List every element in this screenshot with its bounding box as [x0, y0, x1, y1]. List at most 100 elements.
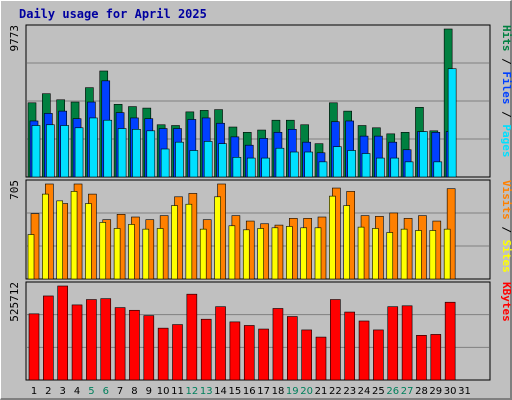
sites-bar: [27, 234, 35, 280]
kbytes-bar: [100, 298, 112, 381]
legend-visits: Visits: [500, 180, 512, 220]
kbytes-bar: [215, 306, 226, 381]
sites-bar: [400, 228, 408, 280]
kbytes-bar: [301, 329, 312, 381]
legend-separator: /: [500, 105, 512, 125]
x-tick-label: 1: [31, 386, 37, 397]
legend-separator: /: [500, 52, 512, 72]
legend-pages: Pages: [500, 124, 512, 157]
pages-bar: [246, 157, 256, 178]
pages-bar: [304, 151, 313, 178]
kbytes-bar: [200, 318, 212, 381]
pages-bar: [46, 124, 55, 178]
legend-hits: Hits: [500, 25, 512, 52]
kbytes-y-max-label: 525712: [8, 282, 21, 322]
pages-bar: [203, 141, 213, 178]
kbytes-bar: [315, 336, 327, 381]
sites-bar: [214, 196, 221, 280]
sites-bar: [142, 228, 150, 280]
x-tick-label: 3: [60, 386, 66, 397]
sites-bar: [128, 224, 135, 280]
kbytes-bar: [358, 320, 370, 381]
sites-bar: [357, 226, 365, 280]
x-tick-label: 5: [88, 386, 94, 397]
x-tick-label: 12: [185, 386, 198, 397]
sites-bar: [56, 200, 64, 280]
pages-bar: [361, 153, 371, 178]
x-tick-label: 22: [329, 386, 342, 397]
sites-bar: [113, 228, 121, 280]
kbytes-bar: [401, 305, 413, 381]
x-tick-label: 21: [315, 386, 328, 397]
legend: Hits / Files / Pages: [500, 25, 512, 158]
x-tick-label: 19: [286, 386, 299, 397]
x-tick-label: 25: [372, 386, 385, 397]
hits-y-max-label: 9773: [8, 25, 21, 52]
x-tick-label: 4: [74, 386, 80, 397]
pages-bar: [289, 151, 299, 178]
sites-bar: [199, 228, 207, 280]
pages-bar: [103, 119, 113, 178]
kbytes-bar: [157, 327, 169, 381]
sites-bar: [386, 232, 394, 280]
pages-bar: [404, 161, 414, 178]
kbytes-bar: [172, 324, 183, 381]
kbytes-bar: [272, 308, 284, 381]
x-tick-label: 7: [117, 386, 123, 397]
kbytes-bar: [71, 304, 83, 381]
kbytes-bar: [416, 334, 427, 381]
x-tick-label: 17: [257, 386, 270, 397]
pages-bar: [60, 125, 70, 178]
pages-bar: [117, 128, 127, 178]
sites-bar: [343, 205, 351, 280]
legend-files: Files: [500, 71, 512, 104]
kbytes-bar: [129, 309, 140, 381]
sites-bar: [99, 222, 107, 280]
kbytes-bar: [430, 334, 442, 381]
x-tick-label: 6: [103, 386, 109, 397]
sites-bar: [285, 226, 293, 280]
sites-bar: [70, 191, 78, 280]
x-tick-label: 26: [386, 386, 399, 397]
kbytes-bar: [373, 329, 384, 381]
kbytes-bar: [258, 328, 269, 381]
sites-bar: [443, 228, 451, 280]
sites-bar: [228, 225, 236, 280]
sites-bar: [314, 227, 322, 280]
x-tick-label: 10: [157, 386, 170, 397]
sites-bar: [415, 230, 422, 280]
sites-bar: [242, 229, 250, 280]
pages-bar: [333, 146, 342, 178]
pages-bar: [232, 157, 242, 178]
x-tick-label: 30: [444, 386, 457, 397]
visits-y-max-label: 705: [8, 180, 21, 200]
sites-bar: [185, 203, 193, 280]
legend: KBytes: [500, 282, 512, 322]
pages-bar: [275, 147, 285, 178]
kbytes-bar: [57, 285, 69, 381]
pages-bar: [74, 127, 84, 178]
legend-sites: Sites: [500, 240, 512, 273]
kbytes-bar: [243, 325, 255, 381]
kbytes-bar: [229, 321, 241, 381]
kbytes-bar: [186, 293, 198, 381]
kbytes-bar: [330, 299, 341, 381]
pages-bar: [447, 68, 457, 178]
pages-bar: [175, 141, 184, 178]
kbytes-bar: [86, 299, 97, 381]
x-tick-label: 27: [401, 386, 414, 397]
sites-bar: [42, 193, 49, 280]
kbytes-bar: [444, 301, 456, 381]
pages-bar: [31, 125, 41, 178]
pages-bar: [218, 143, 227, 178]
x-tick-label: 9: [146, 386, 152, 397]
kbytes-bar: [344, 311, 356, 381]
pages-bar: [189, 150, 199, 178]
kbytes-bar: [286, 316, 298, 381]
kbytes-bar: [114, 307, 126, 381]
x-tick-label: 18: [272, 386, 285, 397]
pages-bar: [347, 150, 357, 178]
legend-kbytes: KBytes: [500, 282, 512, 322]
